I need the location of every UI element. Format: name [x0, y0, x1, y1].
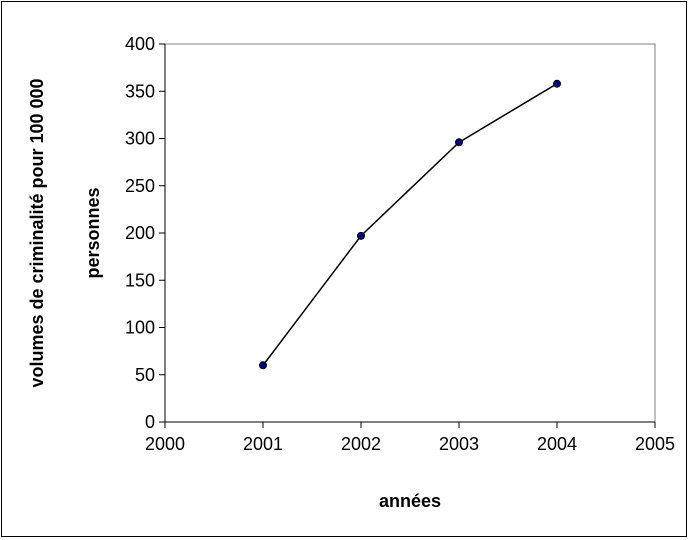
y-tick-label: 250 [125, 176, 155, 196]
plot-area-border [164, 43, 656, 423]
x-tick-label: 2001 [243, 434, 283, 454]
data-point-marker [357, 231, 365, 240]
y-tick-label: 200 [125, 223, 155, 243]
y-tick-label: 50 [135, 365, 155, 385]
y-axis-title-line-1: volumes de criminalité pour 100 000 [27, 78, 47, 387]
axes [164, 43, 656, 423]
x-tick-label: 2003 [439, 434, 479, 454]
y-tick-label: 400 [125, 34, 155, 54]
x-axis-title: années [379, 491, 441, 511]
series-line [262, 83, 558, 366]
x-tick-label: 2005 [635, 434, 675, 454]
data-point-marker [455, 138, 463, 147]
y-tick-label: 350 [125, 81, 155, 101]
y-axis-ticks: 0 50 100 150 200 250 300 350 400 [125, 34, 165, 432]
data-point-marker [553, 79, 561, 88]
x-tick-label: 2004 [537, 434, 577, 454]
x-tick-label: 2002 [341, 434, 381, 454]
y-tick-label: 0 [145, 412, 155, 432]
data-series [259, 79, 561, 370]
y-tick-label: 100 [125, 318, 155, 338]
y-axis-title-line-2: personnes [83, 187, 103, 278]
x-axis-ticks: 2000 2001 2002 2003 2004 2005 [145, 422, 675, 454]
y-tick-label: 300 [125, 129, 155, 149]
data-point-marker [259, 361, 267, 370]
y-tick-label: 150 [125, 270, 155, 290]
x-tick-label: 2000 [145, 434, 185, 454]
